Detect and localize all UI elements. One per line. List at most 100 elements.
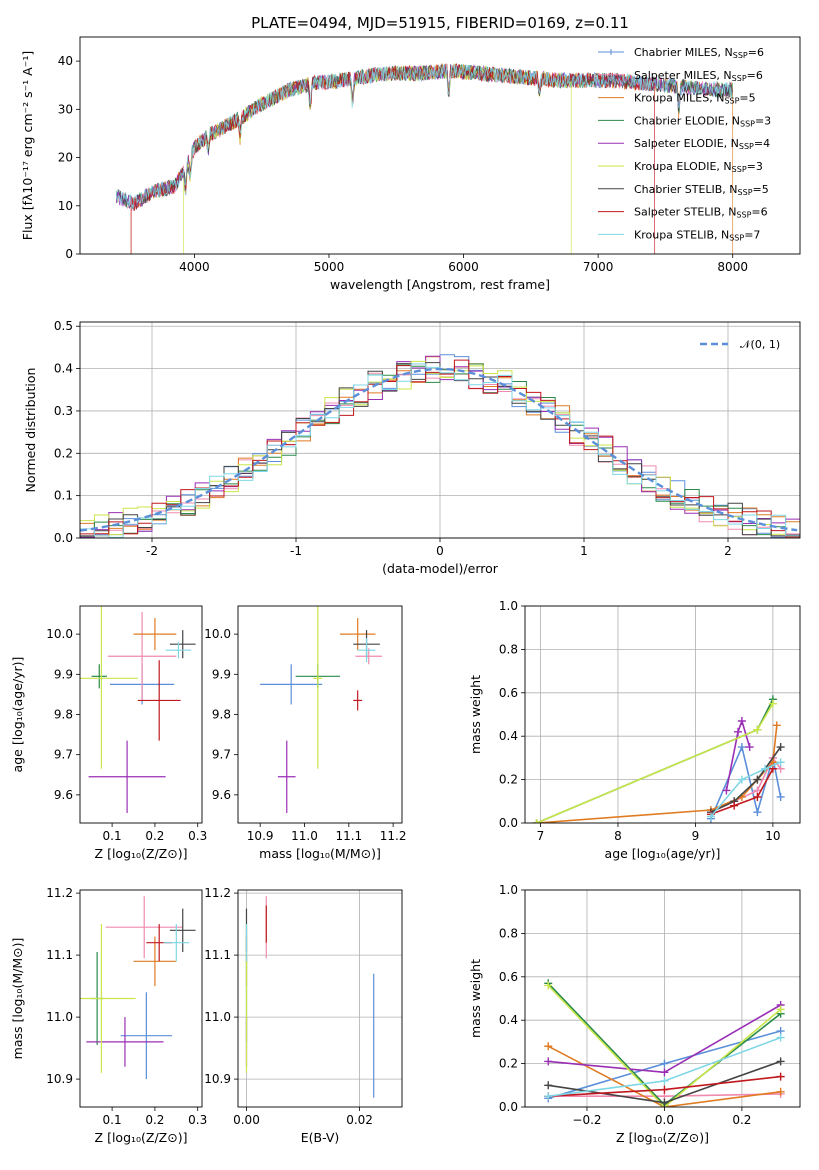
- weight-marker: [544, 1057, 553, 1066]
- x-tick-label: -2: [146, 544, 158, 558]
- y-tick-label: 0.5: [54, 319, 73, 333]
- x-axis-label: E(B-V): [301, 1130, 340, 1145]
- weight-marker: [544, 1092, 553, 1101]
- axes-frame: [79, 36, 801, 255]
- weight-marker: [544, 1042, 553, 1051]
- y-tick-label: 10.9: [46, 1072, 73, 1086]
- legend-value: =5: [739, 92, 755, 105]
- errorbar-point: [80, 606, 138, 769]
- weight-lines: [532, 695, 785, 823]
- y-tick-label: 11.2: [46, 886, 73, 900]
- x-tick-label: 4000: [179, 260, 210, 274]
- errorbar-point: [169, 908, 196, 952]
- errorbar-point: [260, 664, 323, 705]
- x-axis-label: Z [log₁₀(Z/Z⊙)]: [95, 846, 188, 861]
- x-tick-label: 11.1: [335, 829, 362, 843]
- y-tick-label: 1.0: [499, 883, 518, 897]
- x-tick-label: -1: [290, 544, 302, 558]
- y-tick-label: 0.2: [54, 446, 73, 460]
- y-tick-label: 11.1: [204, 948, 231, 962]
- y-axis-label: mass [log₁₀(M/M⊙)]: [10, 938, 25, 1060]
- weight-marker: [761, 764, 770, 773]
- x-tick-label: 6000: [448, 260, 479, 274]
- legend-value: =3: [755, 114, 771, 127]
- y-axis-label: age [log₁₀(age/yr)]: [10, 657, 25, 773]
- weight-marker: [776, 1033, 785, 1042]
- errorbar-point: [107, 612, 177, 701]
- y-axis-label: Flux [fλ10⁻¹⁷ erg cm⁻² s⁻¹ A⁻¹]: [20, 51, 35, 240]
- x-tick-label: 0.1: [103, 1113, 122, 1127]
- errorbars: [260, 606, 383, 813]
- chart-title: PLATE=0494, MJD=51915, FIBERID=0169, z=0…: [251, 14, 629, 32]
- errorbar-point: [88, 740, 166, 813]
- axes-frame: [524, 605, 801, 824]
- y-tick-label: 9.7: [54, 748, 73, 762]
- y-tick-label: 9.8: [212, 708, 231, 722]
- weight-marker: [706, 812, 715, 821]
- weight-marker: [753, 775, 762, 784]
- legend-value: =4: [754, 137, 770, 150]
- weight-marker: [730, 801, 739, 810]
- spectrum-lines: [115, 62, 734, 254]
- x-tick-label: 2: [724, 544, 732, 558]
- errorbar-point: [120, 992, 173, 1080]
- x-tick-label: 0.02: [346, 1113, 373, 1127]
- legend-value: =3: [747, 160, 763, 173]
- y-tick-label: 0.0: [499, 816, 518, 830]
- histograms: [80, 354, 800, 538]
- y-tick-label: 0.4: [499, 1013, 518, 1027]
- legend-value: =6: [751, 206, 767, 219]
- legend-entry: Kroupa STELIB, NSSP=7: [634, 228, 760, 242]
- x-tick-label: 0.3: [188, 1113, 207, 1127]
- axes-frame: [79, 605, 203, 824]
- weight-marker: [734, 727, 743, 736]
- y-tick-label: 30: [58, 102, 73, 116]
- weight-marker: [544, 1081, 553, 1090]
- weight-series: [532, 695, 777, 823]
- x-tick-label: 0.2: [145, 1113, 164, 1127]
- weight-lines: [544, 979, 785, 1107]
- legend-subscript: SSP: [724, 97, 739, 106]
- histogram-series: [80, 360, 800, 537]
- errorbar-point: [86, 1017, 164, 1067]
- x-axis-label: Z [log₁₀(Z/Z⊙)]: [95, 1130, 188, 1145]
- x-tick-label: 8: [614, 829, 622, 843]
- weight-marker: [737, 717, 746, 726]
- y-tick-label: 40: [58, 54, 73, 68]
- legend-value: =7: [744, 228, 760, 241]
- weight-marker: [745, 743, 754, 752]
- spectrum-line: [115, 63, 733, 210]
- weight-marker: [544, 981, 553, 990]
- weight-marker: [660, 1085, 669, 1094]
- legend-entry: 𝒩(0, 1): [740, 338, 780, 351]
- y-tick-label: 9.6: [54, 788, 73, 802]
- weight-marker: [776, 1072, 785, 1081]
- errorbar-point: [277, 740, 296, 813]
- legend-entry: Chabrier STELIB, NSSP=5: [634, 183, 769, 197]
- legend-entry: Salpeter MILES, NSSP=6: [634, 69, 763, 83]
- errorbar-point: [357, 638, 376, 663]
- y-tick-label: 0.1: [54, 489, 73, 503]
- x-tick-label: 10: [765, 829, 780, 843]
- axes-frame: [237, 889, 403, 1108]
- x-axis-label: (data-model)/error: [382, 561, 499, 576]
- y-tick-label: 10.0: [204, 627, 231, 641]
- y-tick-label: 0.6: [499, 970, 518, 984]
- weight-line: [710, 768, 774, 816]
- legend-subscript: SSP: [738, 188, 753, 197]
- y-tick-label: 11.0: [204, 1010, 231, 1024]
- axes-frame: [79, 889, 203, 1108]
- weight-marker: [753, 792, 762, 801]
- y-tick-label: 9.8: [54, 708, 73, 722]
- weight-series: [532, 699, 777, 823]
- weight-marker: [737, 775, 746, 784]
- weight-marker: [776, 758, 785, 767]
- weight-line: [710, 746, 782, 813]
- errorbar-point: [353, 690, 363, 711]
- y-axis-label: mass weight: [468, 675, 483, 754]
- legend-entry: Chabrier ELODIE, NSSP=3: [634, 114, 771, 128]
- x-tick-label: 0.0: [655, 1113, 674, 1127]
- x-axis-label: mass [log₁₀(M/M⊙)]: [259, 846, 381, 861]
- axes-frame: [237, 605, 403, 824]
